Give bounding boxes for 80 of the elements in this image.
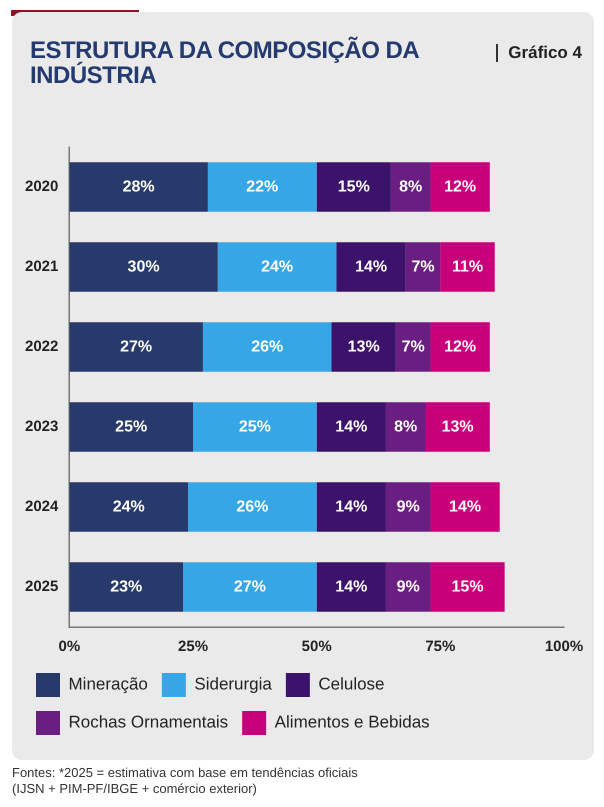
y-tick-label: 2025: [24, 578, 58, 596]
legend-label: Celulose: [318, 674, 385, 694]
data-label: 30%: [128, 258, 160, 276]
y-tick-label: 2024: [24, 498, 60, 516]
data-label: 14%: [335, 418, 368, 436]
data-label: 14%: [335, 578, 368, 596]
bar: [69, 242, 218, 292]
bar: [386, 402, 426, 452]
bar: [218, 242, 336, 292]
x-tick-label: 50%: [302, 638, 332, 656]
data-label: 12%: [444, 338, 476, 356]
data-label: 9%: [396, 498, 420, 516]
data-label: 24%: [112, 498, 145, 516]
data-label: 11%: [452, 258, 484, 276]
bar: [316, 562, 386, 612]
bar: [430, 322, 490, 372]
x-tick-label: 75%: [425, 638, 456, 656]
data-label: 26%: [251, 338, 284, 356]
legend-label: Mineração: [68, 674, 148, 694]
data-label: 9%: [396, 578, 420, 596]
bar: [183, 562, 317, 612]
x-tick-label: 25%: [178, 638, 208, 656]
data-label: 28%: [122, 178, 155, 196]
bar: [430, 482, 500, 532]
data-label: 8%: [399, 178, 422, 196]
bar: [406, 242, 440, 292]
text: (IJSN + PIM-PF/IBGE + comércio exterior): [12, 781, 258, 797]
legend-label: Siderurgia: [194, 674, 272, 694]
bar: [69, 482, 188, 532]
bar: [332, 322, 396, 372]
bar: [193, 402, 317, 452]
bar: [440, 242, 495, 292]
y-tick-label: 2023: [24, 418, 58, 436]
data-label: 12%: [444, 178, 476, 196]
data-label: 8%: [394, 418, 418, 436]
data-label: 15%: [338, 178, 370, 196]
bar: [69, 562, 184, 612]
bar: [426, 402, 490, 452]
data-label: 24%: [261, 258, 294, 276]
y-tick-label: 2021: [24, 258, 58, 276]
bar: [69, 402, 194, 452]
bar: [202, 322, 332, 372]
bar: [316, 402, 386, 452]
chart-title: ESTRUTURA DA COMPOSIÇÃO DA INDÚSTRIA: [30, 37, 420, 89]
data-label: 7%: [411, 258, 435, 276]
bar: [208, 162, 317, 212]
data-label: 14%: [449, 498, 482, 516]
bar: [430, 162, 490, 212]
y-tick-label: 2022: [24, 338, 58, 356]
data-label: 27%: [120, 338, 152, 356]
chart-subtitle: Gráfico 4: [496, 43, 582, 62]
data-label: 25%: [115, 418, 148, 436]
data-label: 13%: [348, 338, 380, 356]
data-label: 27%: [234, 578, 266, 596]
bar: [430, 562, 505, 612]
bar: [316, 162, 391, 212]
data-label: 15%: [452, 578, 484, 596]
legend-label: Rochas Ornamentais: [68, 712, 228, 732]
bar: [390, 162, 430, 212]
data-label: 25%: [238, 418, 271, 436]
y-tick-label: 2020: [24, 178, 58, 196]
data-label: 14%: [335, 498, 368, 516]
text: Fontes: *2025 = estimativa com base em tendências oficiais: [12, 765, 358, 781]
data-label: 13%: [442, 418, 474, 436]
bar: [188, 482, 317, 532]
data-label: 7%: [402, 338, 425, 356]
bar: [69, 322, 203, 372]
bar: [336, 242, 406, 292]
bar: [316, 482, 386, 532]
bar: [386, 482, 430, 532]
x-tick-label: 0%: [58, 638, 80, 656]
x-tick-label: 100%: [544, 638, 584, 656]
data-label: 22%: [246, 178, 278, 196]
bar: [69, 162, 208, 212]
legend-label: Alimentos e Bebidas: [274, 712, 430, 732]
bar: [396, 322, 430, 372]
data-label: 26%: [236, 498, 268, 516]
bar: [386, 562, 430, 612]
data-label: 14%: [355, 258, 388, 276]
data-label: 23%: [110, 578, 142, 596]
